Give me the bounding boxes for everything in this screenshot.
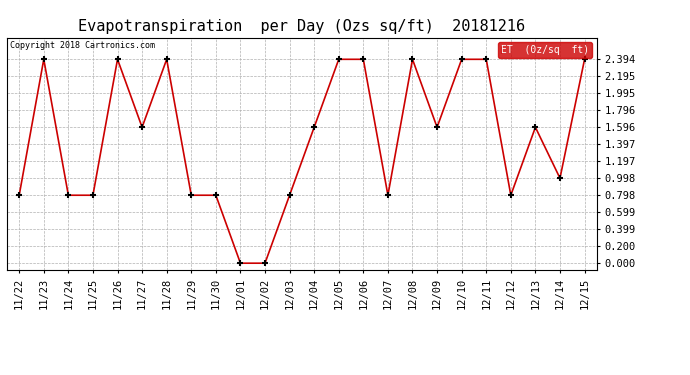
Text: Copyright 2018 Cartronics.com: Copyright 2018 Cartronics.com: [10, 41, 155, 50]
Title: Evapotranspiration  per Day (Ozs sq/ft)  20181216: Evapotranspiration per Day (Ozs sq/ft) 2…: [78, 18, 526, 33]
Legend: ET  (0z/sq  ft): ET (0z/sq ft): [498, 42, 592, 58]
